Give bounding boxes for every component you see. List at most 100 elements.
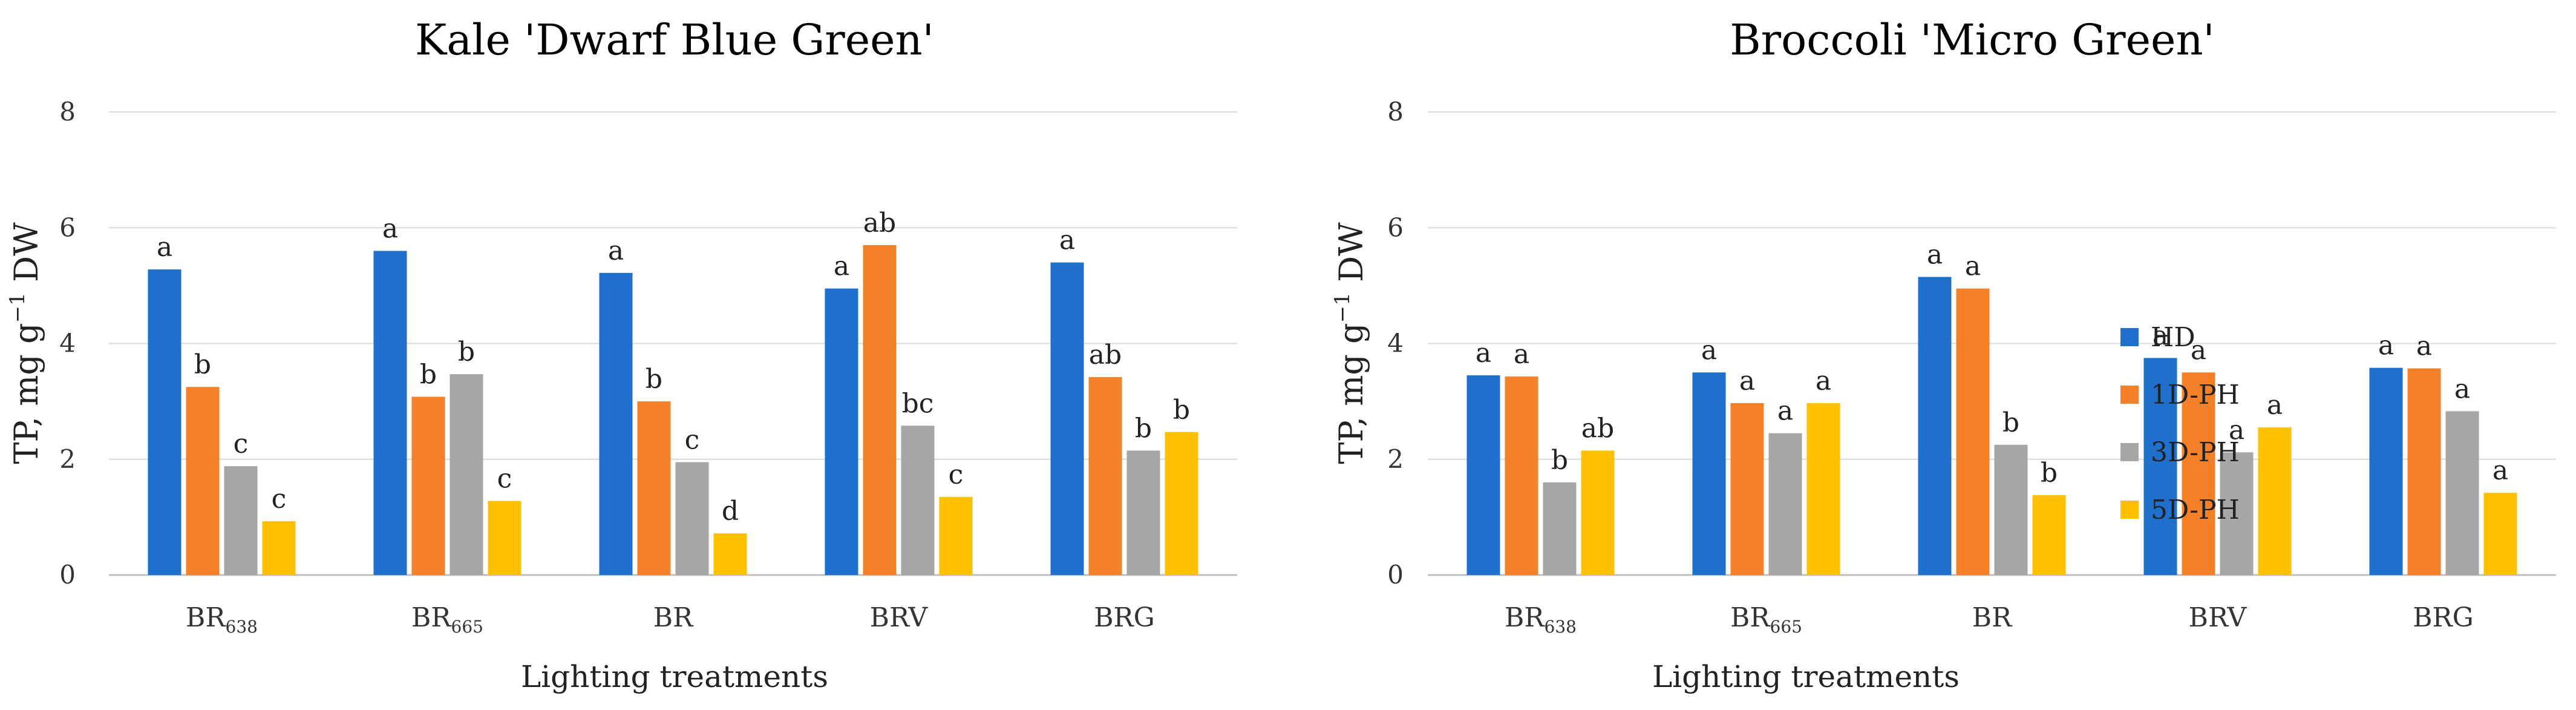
y-axis-label-sup: −1 [1330, 292, 1355, 323]
category-label: BRG [1094, 602, 1155, 633]
data-label: a [2493, 455, 2508, 486]
bar-3d-ph [2445, 411, 2479, 575]
y-tick-label: 2 [59, 444, 76, 474]
y-tick-label: 4 [1387, 329, 1404, 358]
data-label: b [1173, 395, 1190, 426]
data-label: a [1476, 338, 1491, 369]
category-label-base: BR [653, 602, 694, 633]
category-label-sub: 638 [226, 617, 258, 637]
bar-3d-ph [901, 426, 935, 575]
data-label: b [1135, 413, 1152, 444]
bar-5d-ph [2258, 427, 2292, 575]
data-label: a [1059, 225, 1075, 256]
bar-hd [373, 251, 407, 575]
data-label: c [272, 484, 287, 514]
data-label: a [2454, 373, 2470, 404]
bar-hd [2369, 367, 2403, 575]
bar-hd [1692, 372, 1726, 575]
data-label: a [1739, 366, 1755, 396]
category-label: BR638 [1505, 602, 1577, 637]
data-label: c [685, 425, 700, 456]
data-label: b [2041, 458, 2058, 488]
category-label-base: BR [1730, 602, 1771, 633]
bar-1d-ph [1956, 288, 1990, 575]
data-label: c [497, 464, 512, 495]
data-label: a [1965, 251, 1981, 282]
data-label: c [949, 459, 964, 490]
legend-swatch [2120, 328, 2139, 346]
y-axis-label-base: TP, mg g [1332, 323, 1370, 464]
data-label: d [722, 496, 739, 527]
legend-swatch [2120, 386, 2139, 404]
category-label: BRV [870, 602, 929, 633]
y-tick-label: 6 [59, 212, 76, 242]
data-label: a [2378, 330, 2394, 361]
legend-label: 3D-PH [2151, 437, 2240, 468]
data-label: b [194, 349, 211, 380]
x-axis-label: Lighting treatments [521, 659, 828, 694]
category-label: BRV [2189, 602, 2247, 633]
legend-swatch [2120, 443, 2139, 461]
x-axis-label: Lighting treatments [1652, 659, 1960, 694]
data-label: ab [1089, 340, 1122, 370]
data-label: b [1551, 445, 1568, 476]
category-label: BR [1972, 602, 2013, 633]
y-axis-label-tail: DW [7, 222, 45, 292]
category-label-base: BR [186, 602, 226, 633]
data-label: a [834, 251, 849, 282]
category-label-base: BR [1505, 602, 1545, 633]
category-label-base: BRG [2413, 602, 2474, 633]
chart-title: Broccoli 'Micro Green' [1730, 15, 2215, 65]
bar-1d-ph [186, 387, 220, 575]
category-label-base: BRG [1094, 602, 1155, 633]
y-tick-label: 6 [1387, 212, 1404, 242]
y-axis-label-tail: DW [1332, 222, 1370, 292]
bar-5d-ph [488, 501, 521, 575]
data-label: a [608, 235, 624, 266]
data-label: a [1816, 366, 1831, 396]
chart-1: Kale 'Dwarf Blue Green' 0 2 4 6 8 TP, mg g−1 D… [5, 15, 1237, 694]
data-label: b [2002, 407, 2019, 438]
bar-3d-ph [1126, 450, 1160, 575]
bar-hd [148, 269, 181, 575]
category-label-base: BRV [2189, 602, 2247, 633]
legend-swatch [2120, 501, 2139, 519]
category-label-sub: 638 [1545, 617, 1577, 637]
bar-3d-ph [224, 466, 258, 575]
bar-5d-ph [1806, 403, 1840, 575]
data-label: b [458, 337, 475, 367]
category-label-base: BRV [870, 602, 929, 633]
bar-hd [825, 288, 858, 575]
bar-hd [1050, 262, 1084, 575]
data-label: a [2229, 415, 2244, 445]
bar-1d-ph [1088, 376, 1122, 575]
data-label: a [382, 214, 398, 245]
chart-title: Kale 'Dwarf Blue Green' [415, 15, 934, 65]
data-label: a [2416, 331, 2432, 362]
category-label: BR665 [411, 602, 483, 637]
bar-3d-ph [1543, 482, 1577, 575]
y-tick-label: 4 [59, 329, 76, 358]
data-label: bc [902, 388, 934, 419]
bar-1d-ph [2182, 372, 2215, 575]
bar-1d-ph [411, 396, 445, 575]
bar-hd [1466, 375, 1500, 575]
y-axis-label-sup: −1 [5, 292, 30, 323]
data-label: a [1514, 339, 1529, 370]
y-axis-label: TP, mg g−1 DW [1330, 222, 1370, 464]
data-label: ab [1581, 413, 1614, 444]
bar-3d-ph [2220, 452, 2254, 575]
y-tick-label: 2 [1387, 444, 1404, 474]
category-label-base: BR [411, 602, 452, 633]
bar-5d-ph [2483, 493, 2517, 575]
data-label: a [1777, 396, 1793, 427]
bar-3d-ph [1994, 444, 2028, 575]
data-label: a [2191, 335, 2206, 366]
category-label: BR [653, 602, 694, 633]
bar-3d-ph [449, 374, 483, 575]
category-label: BR665 [1730, 602, 1802, 637]
chart-2: Broccoli 'Micro Green' 0 2 4 6 8 TP, mg g−1 DW… [1330, 15, 2556, 694]
y-axis-label: TP, mg g−1 DW [5, 222, 45, 464]
data-label: b [646, 364, 662, 395]
category-label-sub: 665 [1770, 617, 1802, 637]
